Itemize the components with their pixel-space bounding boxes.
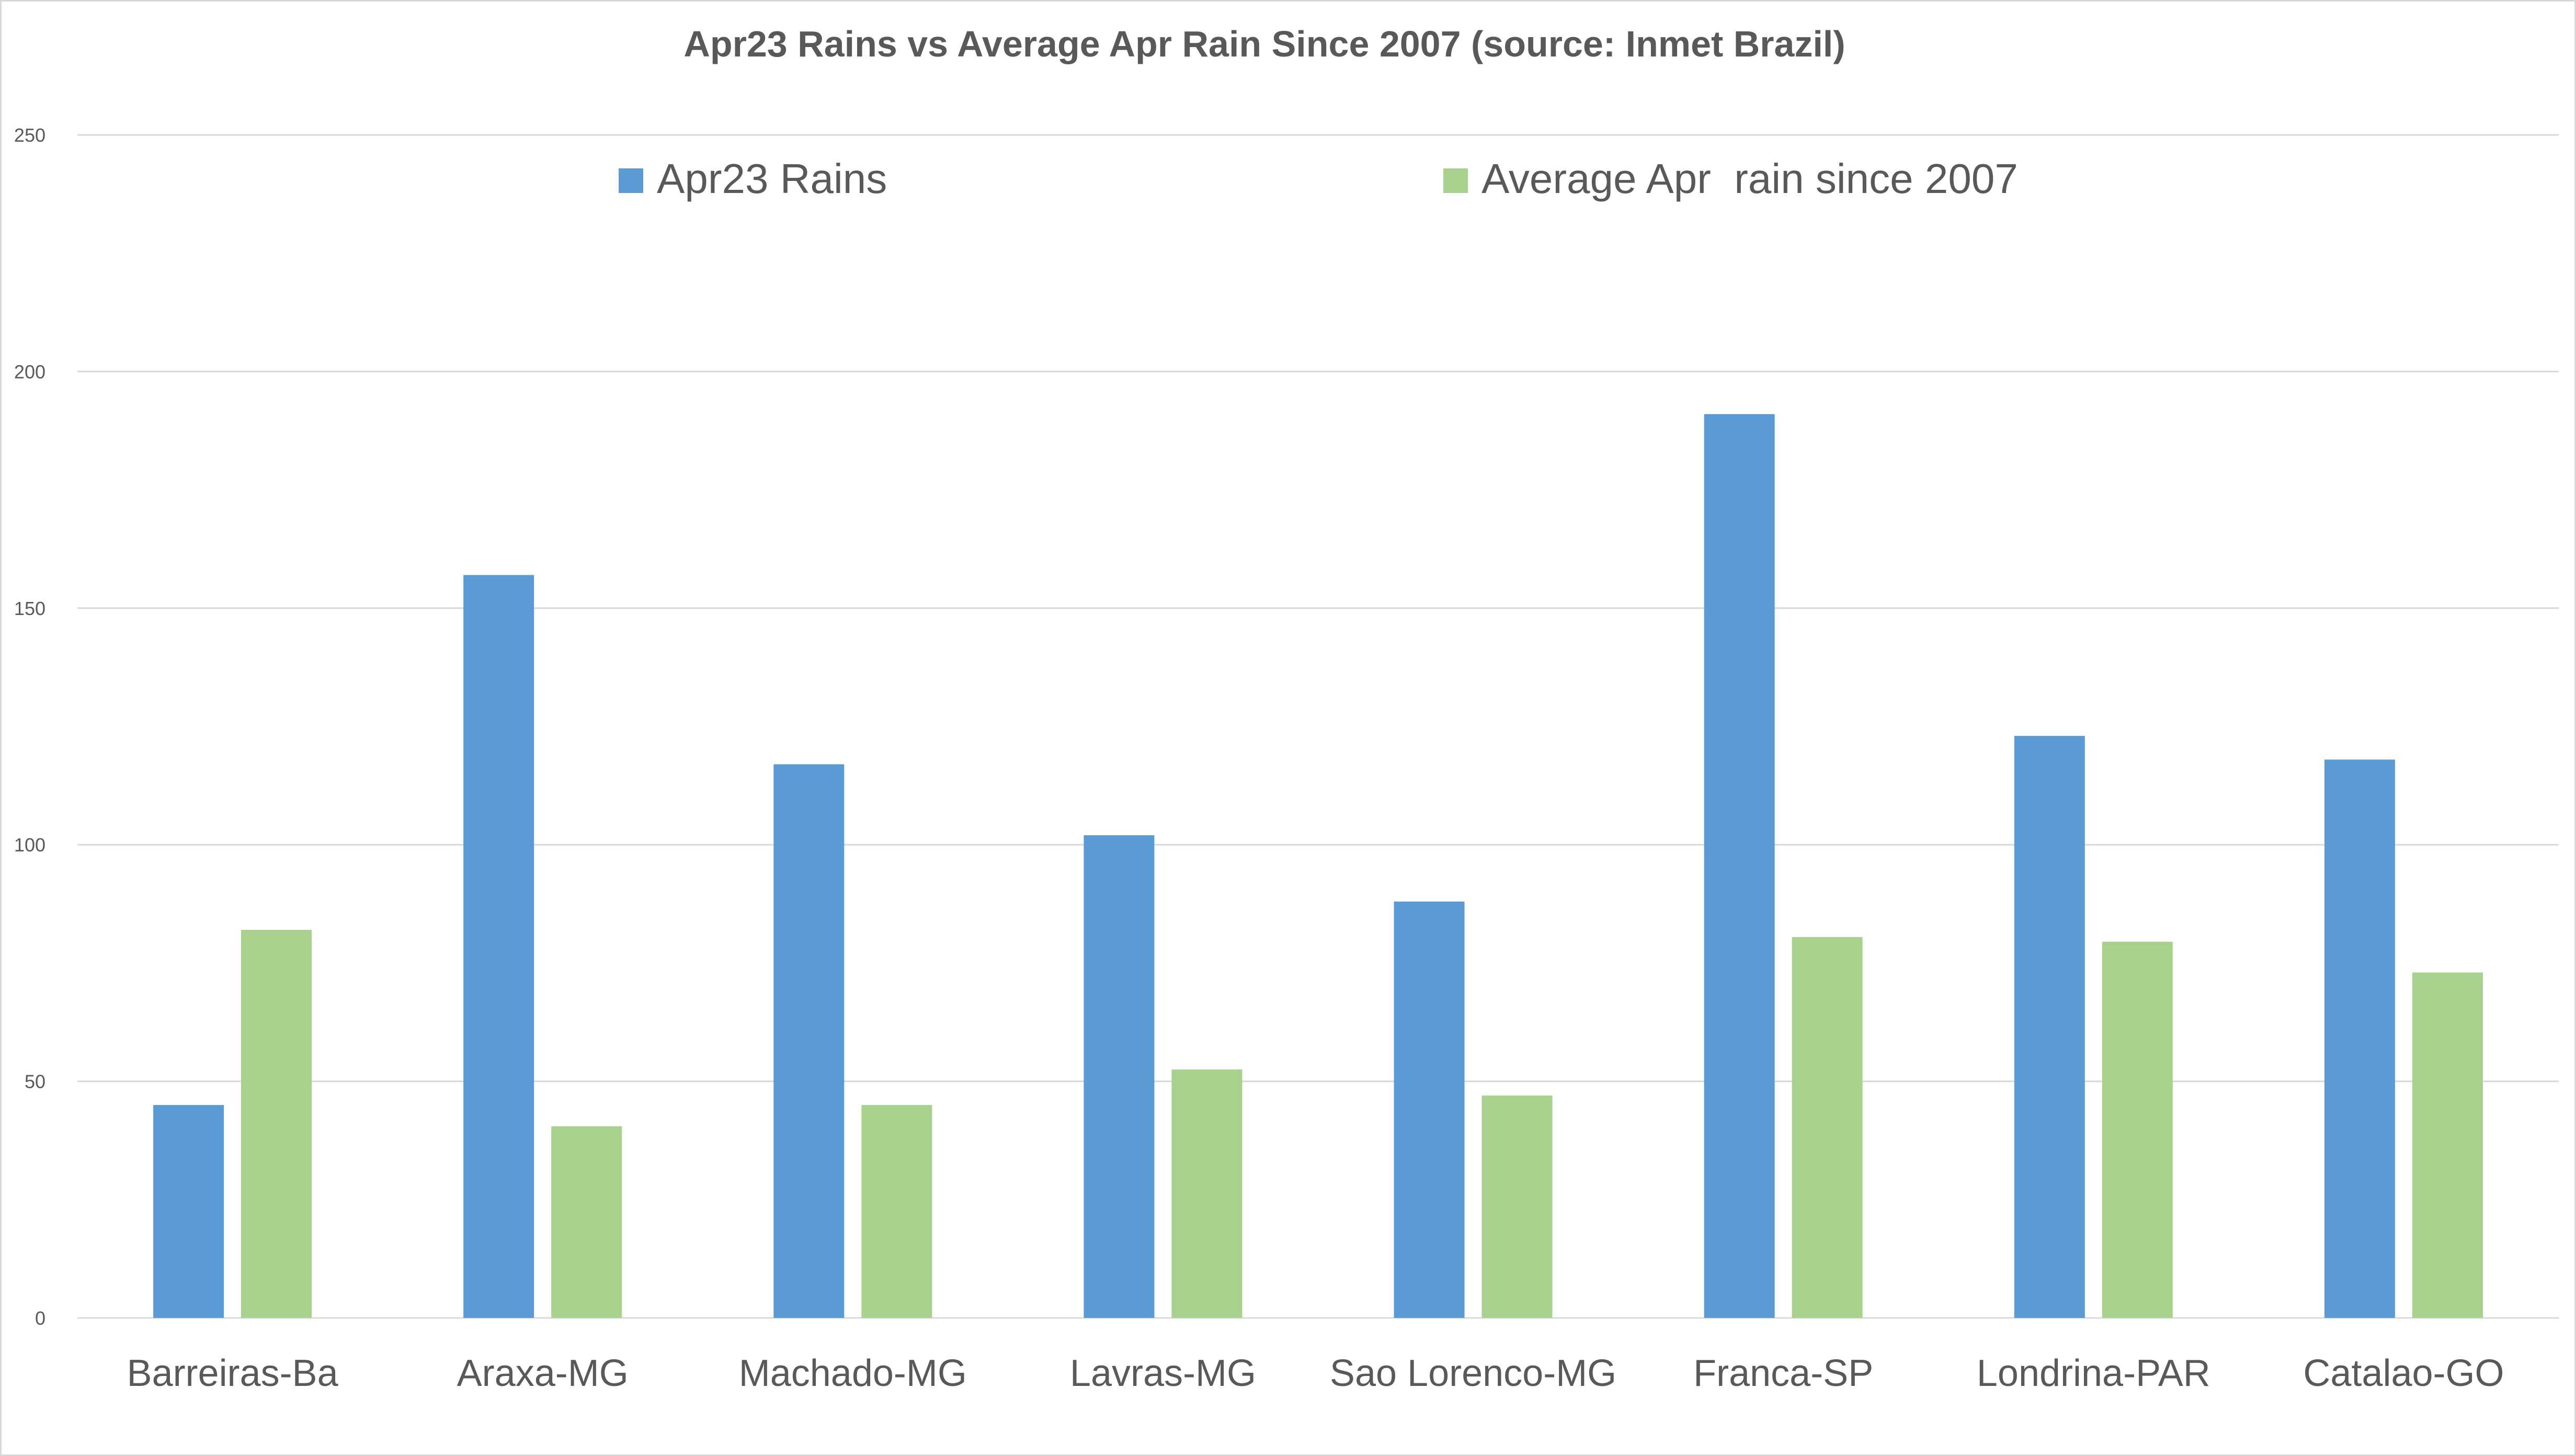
x-category-label: Londrina-PAR — [1977, 1352, 2210, 1394]
x-category-label: Araxa-MG — [457, 1352, 629, 1394]
bar-series-1-catalao-go — [2412, 972, 2483, 1318]
bar-series-0-araxa-mg — [463, 575, 534, 1318]
legend-label-1: Average Apr rain since 2007 — [1481, 155, 2018, 202]
bar-series-1-lavras-mg — [1171, 1069, 1243, 1318]
y-tick-label: 150 — [14, 598, 45, 619]
bar-series-0-sao-lorenco-mg — [1394, 901, 1465, 1318]
bar-series-1-franca-sp — [1792, 937, 1863, 1318]
bar-series-0-catalao-go — [2324, 759, 2395, 1318]
x-axis-categories: Barreiras-Ba Araxa-MG Machado-MG Lavras-MG S… — [127, 1352, 2504, 1394]
y-tick-label: 0 — [35, 1307, 45, 1329]
bar-series-1-barreiras-ba — [241, 930, 312, 1318]
bar-series-1-araxa-mg — [551, 1126, 622, 1318]
bar-series-0-lavras-mg — [1084, 835, 1155, 1318]
x-category-label: Sao Lorenco-MG — [1330, 1352, 1616, 1394]
y-tick-label: 200 — [14, 361, 45, 382]
legend: Apr23 Rains Average Apr rain since 2007 — [619, 155, 2018, 202]
x-category-label: Catalao-GO — [2303, 1352, 2504, 1394]
bar-series-1-machado-mg — [861, 1105, 932, 1318]
x-category-label: Lavras-MG — [1070, 1352, 1256, 1394]
gridlines — [77, 134, 2559, 1319]
bar-series-1-londrina-par — [2102, 941, 2173, 1318]
y-tick-label: 250 — [14, 124, 45, 146]
x-category-label: Franca-SP — [1693, 1352, 1873, 1394]
x-category-label: Barreiras-Ba — [127, 1352, 339, 1394]
y-tick-label: 50 — [25, 1071, 45, 1093]
y-tick-label: 100 — [14, 834, 45, 856]
bar-series-1-sao-lorenco-mg — [1481, 1095, 1553, 1318]
legend-swatch-1 — [1443, 168, 1468, 193]
chart-title: Apr23 Rains vs Average Apr Rain Since 20… — [683, 24, 1845, 64]
x-category-label: Machado-MG — [739, 1352, 967, 1394]
bar-series-0-londrina-par — [2014, 736, 2085, 1318]
bar-series-0-machado-mg — [773, 764, 845, 1318]
bars — [153, 414, 2483, 1318]
bar-series-0-franca-sp — [1704, 414, 1775, 1318]
legend-label-0: Apr23 Rains — [657, 155, 887, 202]
legend-swatch-0 — [619, 168, 643, 193]
y-axis-ticks: 0 50 100 150 200 250 — [14, 124, 45, 1329]
bar-series-0-barreiras-ba — [153, 1105, 224, 1318]
